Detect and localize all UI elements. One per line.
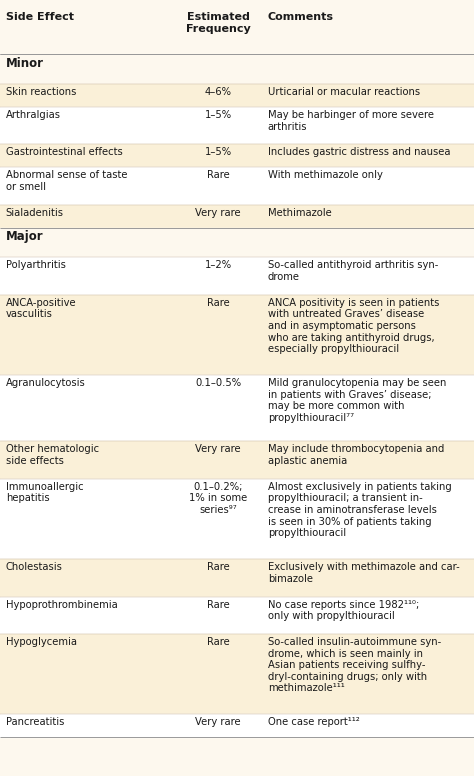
Text: Rare: Rare: [207, 563, 229, 572]
Text: So-called insulin-autoimmune syn-
drome, which is seen mainly in
Asian patients : So-called insulin-autoimmune syn- drome,…: [268, 637, 441, 694]
Bar: [0, 258, 474, 295]
Text: Other hematologic
side effects: Other hematologic side effects: [6, 445, 99, 466]
Text: Almost exclusively in patients taking
propylthiouracil; a transient in-
crease i: Almost exclusively in patients taking pr…: [268, 482, 452, 538]
Text: ANCA-positive
vasculitis: ANCA-positive vasculitis: [6, 298, 76, 320]
Text: Estimated
Frequency: Estimated Frequency: [186, 12, 250, 34]
Text: May be harbinger of more severe
arthritis: May be harbinger of more severe arthriti…: [268, 110, 434, 132]
Text: Rare: Rare: [207, 298, 229, 308]
Bar: [0, 559, 474, 597]
Text: Rare: Rare: [207, 600, 229, 610]
Text: 1–5%: 1–5%: [204, 110, 232, 120]
Bar: [0, 107, 474, 144]
Text: Includes gastric distress and nausea: Includes gastric distress and nausea: [268, 147, 450, 158]
Text: Very rare: Very rare: [195, 718, 241, 727]
Bar: [0, 442, 474, 479]
Text: Gastrointestinal effects: Gastrointestinal effects: [6, 147, 122, 158]
Text: With methimazole only: With methimazole only: [268, 171, 383, 180]
Bar: [0, 634, 474, 715]
Text: Pancreatitis: Pancreatitis: [6, 718, 64, 727]
Text: One case report¹¹²: One case report¹¹²: [268, 718, 360, 727]
Text: Exclusively with methimazole and car-
bimazole: Exclusively with methimazole and car- bi…: [268, 563, 460, 584]
Text: Rare: Rare: [207, 171, 229, 180]
Text: Very rare: Very rare: [195, 445, 241, 454]
Text: Polyarthritis: Polyarthritis: [6, 261, 65, 270]
Text: Comments: Comments: [268, 12, 334, 23]
Bar: [0, 715, 474, 737]
Text: 0.1–0.5%: 0.1–0.5%: [195, 378, 241, 388]
Bar: [0, 54, 474, 84]
Bar: [0, 168, 474, 205]
Text: So-called antithyroid arthritis syn-
drome: So-called antithyroid arthritis syn- dro…: [268, 261, 438, 282]
Text: 0.1–0.2%;
1% in some
series⁹⁷: 0.1–0.2%; 1% in some series⁹⁷: [189, 482, 247, 515]
Text: Very rare: Very rare: [195, 208, 241, 218]
Text: 1–5%: 1–5%: [204, 147, 232, 158]
Bar: [0, 479, 474, 559]
Bar: [0, 144, 474, 168]
Text: Abnormal sense of taste
or smell: Abnormal sense of taste or smell: [6, 171, 127, 192]
Text: Urticarial or macular reactions: Urticarial or macular reactions: [268, 87, 420, 97]
Text: Agranulocytosis: Agranulocytosis: [6, 378, 85, 388]
Bar: [0, 375, 474, 442]
Text: Rare: Rare: [207, 637, 229, 647]
Bar: [0, 205, 474, 228]
Text: Immunoallergic
hepatitis: Immunoallergic hepatitis: [6, 482, 83, 504]
Text: Skin reactions: Skin reactions: [6, 87, 76, 97]
Text: Major: Major: [6, 230, 43, 243]
Text: Side Effect: Side Effect: [6, 12, 73, 23]
Text: Cholestasis: Cholestasis: [6, 563, 63, 572]
Text: 4–6%: 4–6%: [205, 87, 231, 97]
Bar: [0, 228, 474, 258]
Text: Mild granulocytopenia may be seen
in patients with Graves’ disease;
may be more : Mild granulocytopenia may be seen in pat…: [268, 378, 446, 423]
Text: Sialadenitis: Sialadenitis: [6, 208, 64, 218]
Text: Arthralgias: Arthralgias: [6, 110, 61, 120]
Text: No case reports since 1982¹¹⁰;
only with propylthiouracil: No case reports since 1982¹¹⁰; only with…: [268, 600, 419, 622]
Bar: [0, 9, 474, 54]
Text: Minor: Minor: [6, 57, 44, 70]
Bar: [0, 84, 474, 107]
Text: Hypoprothrombinemia: Hypoprothrombinemia: [6, 600, 118, 610]
Text: Hypoglycemia: Hypoglycemia: [6, 637, 77, 647]
Text: ANCA positivity is seen in patients
with untreated Graves’ disease
and in asympt: ANCA positivity is seen in patients with…: [268, 298, 439, 354]
Bar: [0, 597, 474, 634]
Text: May include thrombocytopenia and
aplastic anemia: May include thrombocytopenia and aplasti…: [268, 445, 444, 466]
Text: 1–2%: 1–2%: [204, 261, 232, 270]
Bar: [0, 295, 474, 375]
Text: Methimazole: Methimazole: [268, 208, 331, 218]
